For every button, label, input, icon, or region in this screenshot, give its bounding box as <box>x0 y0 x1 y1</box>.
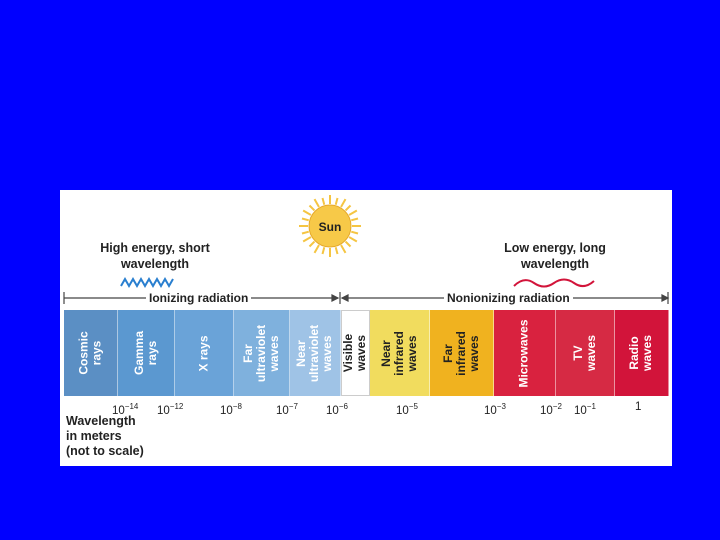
band-visible: Visible waves <box>341 310 370 396</box>
band-cosmic: Cosmic rays <box>64 310 118 396</box>
band-label: Cosmic rays <box>76 331 104 375</box>
band-near: Near ultraviolet waves <box>290 310 341 396</box>
low-energy-label: Low energy, long wavelength <box>504 241 606 271</box>
tick-label: 10−8 <box>220 402 242 417</box>
band-x-rays: X rays <box>175 310 234 396</box>
band-radio: Radio waves <box>615 310 669 396</box>
band-label: Near infrared waves <box>379 330 419 376</box>
band-label: Near ultraviolet waves <box>294 324 335 382</box>
tick-label: 1 <box>635 401 642 413</box>
band-label: X rays <box>196 334 211 372</box>
band-far: Far infrared waves <box>430 310 494 396</box>
tick-label: 10−3 <box>484 402 506 417</box>
band-label: Microwaves <box>517 318 532 388</box>
short-wave-icon <box>120 276 174 289</box>
band-microwaves: Microwaves <box>494 310 556 396</box>
tick-label: 10−12 <box>157 402 184 417</box>
band-label: TV waves <box>571 334 598 372</box>
band-label: Far infrared waves <box>441 330 481 376</box>
band-far: Far ultraviolet waves <box>234 310 290 396</box>
nonionizing-label: Nonionizing radiation <box>444 291 573 305</box>
tick-label: 10−1 <box>574 402 596 417</box>
wavelength-caption: Wavelength in meters (not to scale) <box>66 414 144 458</box>
band-gamma: Gamma rays <box>118 310 175 396</box>
band-tv: TV waves <box>556 310 615 396</box>
band-label: Gamma rays <box>132 330 159 376</box>
band-near: Near infrared waves <box>370 310 430 396</box>
band-label: Radio waves <box>627 334 655 372</box>
band-label: Far ultraviolet waves <box>241 324 282 382</box>
sun-icon: Sun <box>299 195 361 257</box>
long-wave-icon <box>513 278 595 288</box>
sun-label: Sun <box>319 220 342 234</box>
tick-label: 10−2 <box>540 402 562 417</box>
tick-label: 10−14 <box>112 402 139 417</box>
high-energy-label: High energy, short wavelength <box>100 241 210 271</box>
tick-label: 10−6 <box>326 402 348 417</box>
tick-label: 10−5 <box>396 402 418 417</box>
tick-label: 10−7 <box>276 402 298 417</box>
spectrum-figure: Sun High energy, short wavelength Low en… <box>60 190 672 466</box>
ionizing-label: Ionizing radiation <box>146 291 252 305</box>
band-label: Visible waves <box>341 333 369 373</box>
